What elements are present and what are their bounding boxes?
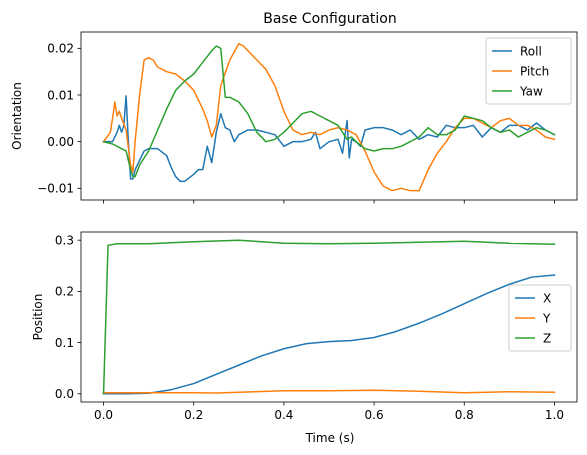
- position-x-tick-label: 0.2: [184, 408, 203, 422]
- position-x-label: Time (s): [305, 431, 355, 445]
- position-y-axis: 0.0 0.1 0.2 0.3: [55, 233, 81, 401]
- position-series-x: [102, 274, 556, 395]
- position-legend: XYZ: [508, 284, 572, 352]
- position-x-axis: 0.0 0.2 0.4 0.6 0.8 1.0: [94, 402, 564, 422]
- orientation-legend-label-roll: Roll: [520, 44, 542, 58]
- position-legend-label-y: Y: [542, 311, 551, 325]
- orientation-legend-box: [485, 37, 572, 105]
- position-y-tick-label: 0.2: [55, 285, 74, 299]
- orientation-y-tick-label: 0.00: [47, 135, 74, 149]
- position-y-tick-label: 0.3: [55, 233, 74, 247]
- position-axes-frame: [80, 231, 578, 403]
- orientation-x-axis: [103, 200, 555, 204]
- orientation-plot-area: [102, 42, 556, 192]
- position-x-tick-label: 0.6: [365, 408, 384, 422]
- position-series-z: [102, 239, 556, 395]
- position-plot-area: [102, 239, 556, 395]
- chart-title: Base Configuration: [263, 11, 397, 27]
- position-x-tick-label: 1.0: [545, 408, 564, 422]
- position-series-y: [102, 389, 556, 394]
- orientation-y-tick-label: 0.02: [47, 42, 74, 56]
- position-legend-label-z: Z: [543, 331, 551, 345]
- orientation-y-label: Orientation: [10, 82, 24, 150]
- position-y-label: Position: [31, 294, 45, 341]
- orientation-y-tick-label: −0.01: [37, 182, 74, 196]
- position-subplot: 0.0 0.2 0.4 0.6 0.8 1.0 0.0 0.1 0.2 0.3 Position…: [31, 231, 578, 445]
- position-y-tick-label: 0.0: [55, 387, 74, 401]
- position-legend-label-x: X: [543, 291, 551, 305]
- position-x-tick-label: 0.8: [455, 408, 474, 422]
- orientation-axes-frame: [80, 31, 578, 201]
- orientation-y-axis: −0.01 0.00 0.01 0.02: [37, 42, 81, 196]
- orientation-subplot: Base Configuration −0.01 0.00 0.01 0.02 Ori…: [10, 11, 578, 204]
- position-legend-box: [508, 284, 572, 352]
- orientation-legend-label-pitch: Pitch: [520, 64, 549, 78]
- position-y-tick-label: 0.1: [55, 336, 74, 350]
- orientation-y-tick-label: 0.01: [47, 88, 74, 102]
- orientation-series-roll: [102, 95, 556, 183]
- position-x-tick-label: 0.0: [94, 408, 113, 422]
- orientation-series-yaw: [102, 45, 556, 178]
- position-x-tick-label: 0.4: [274, 408, 293, 422]
- orientation-legend-label-yaw: Yaw: [519, 84, 543, 98]
- orientation-legend: Roll Pitch Yaw: [485, 37, 572, 105]
